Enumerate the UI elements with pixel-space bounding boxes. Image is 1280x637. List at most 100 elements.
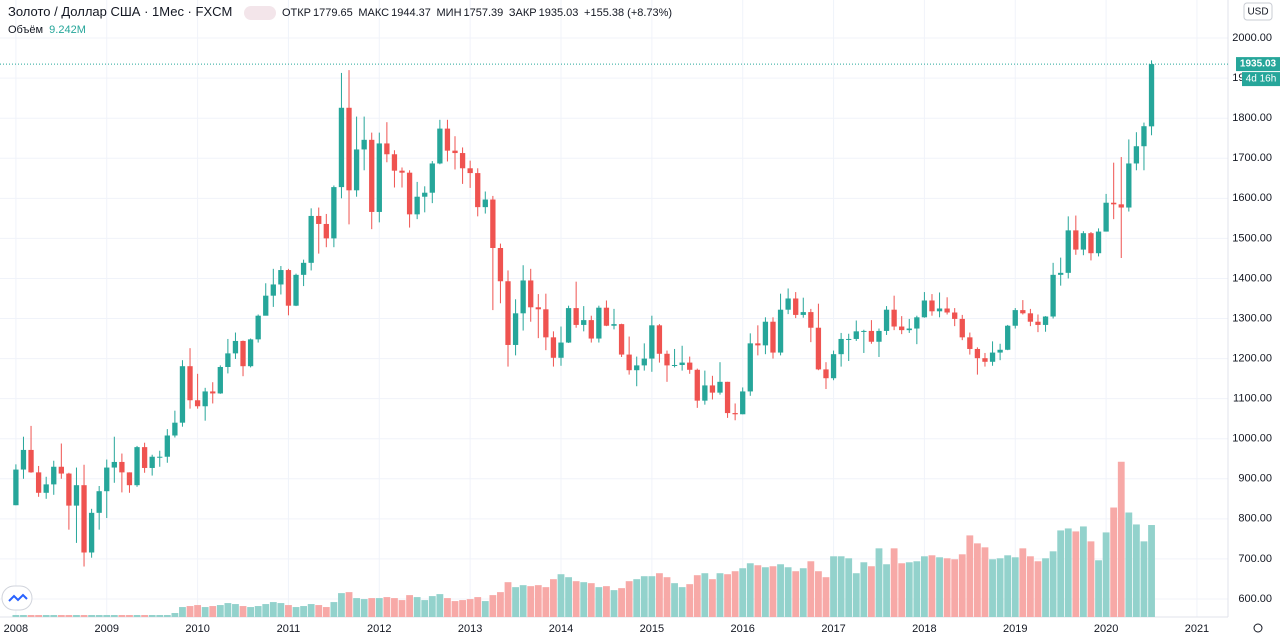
- logo-icon: [8, 593, 28, 602]
- volume-bar: [451, 601, 459, 617]
- x-tick-label: 2013: [458, 623, 482, 635]
- volume-bar: [232, 604, 239, 617]
- volume-bar: [565, 577, 572, 617]
- candle-body: [88, 512, 95, 553]
- candle-body: [793, 298, 799, 315]
- volume-bar: [860, 562, 868, 617]
- candle-body: [808, 312, 814, 328]
- volume-bar: [678, 587, 686, 617]
- volume-bar: [603, 586, 610, 617]
- volume-bar: [398, 600, 406, 617]
- candle-body: [157, 456, 163, 458]
- candle-body: [770, 321, 776, 353]
- volume-bar: [534, 585, 542, 617]
- settings-icon[interactable]: [1253, 623, 1263, 633]
- candle-body: [891, 309, 897, 327]
- volume-bar: [890, 548, 898, 617]
- y-tick-label: 1600.00: [1232, 192, 1272, 204]
- candle-body: [1012, 310, 1018, 326]
- candle-body: [376, 143, 382, 212]
- x-tick-label: 2008: [4, 623, 28, 635]
- volume-bar: [852, 573, 860, 617]
- candle-body: [724, 381, 731, 414]
- candle-body: [141, 447, 148, 468]
- volume-bar: [436, 594, 444, 617]
- candle-body: [278, 270, 284, 285]
- candle-body: [868, 330, 875, 342]
- volume-bar: [277, 603, 285, 617]
- volume-bar: [913, 561, 921, 617]
- volume-bar: [133, 615, 141, 617]
- y-tick-label: 1000.00: [1232, 433, 1272, 445]
- volume-bar: [746, 563, 754, 617]
- currency-box[interactable]: [1243, 2, 1273, 21]
- volume-bar: [1125, 512, 1133, 617]
- volume-bar: [262, 604, 270, 617]
- volume-legend: Объём 9.242M: [8, 24, 86, 36]
- x-tick-label: 2016: [730, 623, 754, 635]
- candle-body: [717, 381, 723, 393]
- candle-body: [225, 353, 231, 367]
- candle-body: [179, 366, 186, 423]
- volume-bar: [693, 575, 701, 617]
- status-badge[interactable]: [244, 5, 277, 20]
- candle-body: [603, 307, 610, 326]
- candle-body: [709, 385, 716, 393]
- volume-bar: [875, 548, 883, 617]
- volume-bar: [648, 576, 656, 617]
- candle-body: [43, 484, 49, 493]
- volume-bar: [163, 615, 171, 617]
- candle-body: [982, 358, 988, 362]
- volume-bar: [663, 577, 671, 617]
- volume-bar: [784, 567, 792, 617]
- candle-body: [974, 348, 981, 359]
- volume-bar: [330, 602, 338, 617]
- candle-body: [202, 391, 208, 407]
- candle-body: [520, 280, 526, 314]
- volume-bar: [315, 605, 323, 617]
- x-tick-label: 2021: [1185, 623, 1209, 635]
- candle-body: [308, 215, 314, 263]
- candle-body: [656, 325, 663, 354]
- candle-body: [391, 154, 398, 171]
- candle-body: [28, 449, 34, 473]
- volume-bar: [557, 574, 565, 617]
- volume-bar: [497, 592, 504, 617]
- volume-bar: [489, 595, 497, 617]
- volume-bar: [973, 543, 981, 617]
- candle-body: [475, 173, 481, 208]
- volume-bar: [224, 603, 232, 617]
- candle-body: [777, 309, 784, 353]
- volume-bar: [95, 615, 103, 617]
- volume-bar: [845, 558, 853, 617]
- candle-body: [369, 139, 375, 212]
- candle-body: [512, 313, 519, 345]
- volume-bar: [406, 595, 413, 617]
- volume-bar: [527, 586, 535, 617]
- candle-body: [952, 312, 958, 319]
- y-tick-label: 700.00: [1238, 553, 1272, 565]
- volume-bar: [57, 615, 65, 617]
- volume-bar: [80, 615, 88, 617]
- candle-body: [126, 472, 133, 486]
- volume-bar: [731, 571, 739, 617]
- candle-body: [671, 364, 678, 366]
- volume-bar: [1072, 531, 1080, 617]
- candle-body: [384, 143, 390, 155]
- x-tick-label: 2014: [549, 623, 573, 635]
- candle-body: [104, 467, 110, 492]
- y-tick-label: 1300.00: [1232, 312, 1272, 324]
- volume-bar: [360, 599, 368, 617]
- volume-bar: [807, 561, 815, 617]
- volume-bar: [671, 583, 678, 617]
- volume-bar: [179, 607, 186, 617]
- candle-body: [73, 485, 80, 506]
- volume-bar: [459, 600, 466, 617]
- candle-body: [270, 284, 276, 296]
- volume-bar: [1132, 524, 1140, 617]
- candle-body: [263, 295, 269, 316]
- candle-body: [664, 353, 670, 366]
- candle-body: [1111, 202, 1117, 205]
- candle-body: [800, 312, 806, 315]
- volume-bar: [345, 592, 353, 617]
